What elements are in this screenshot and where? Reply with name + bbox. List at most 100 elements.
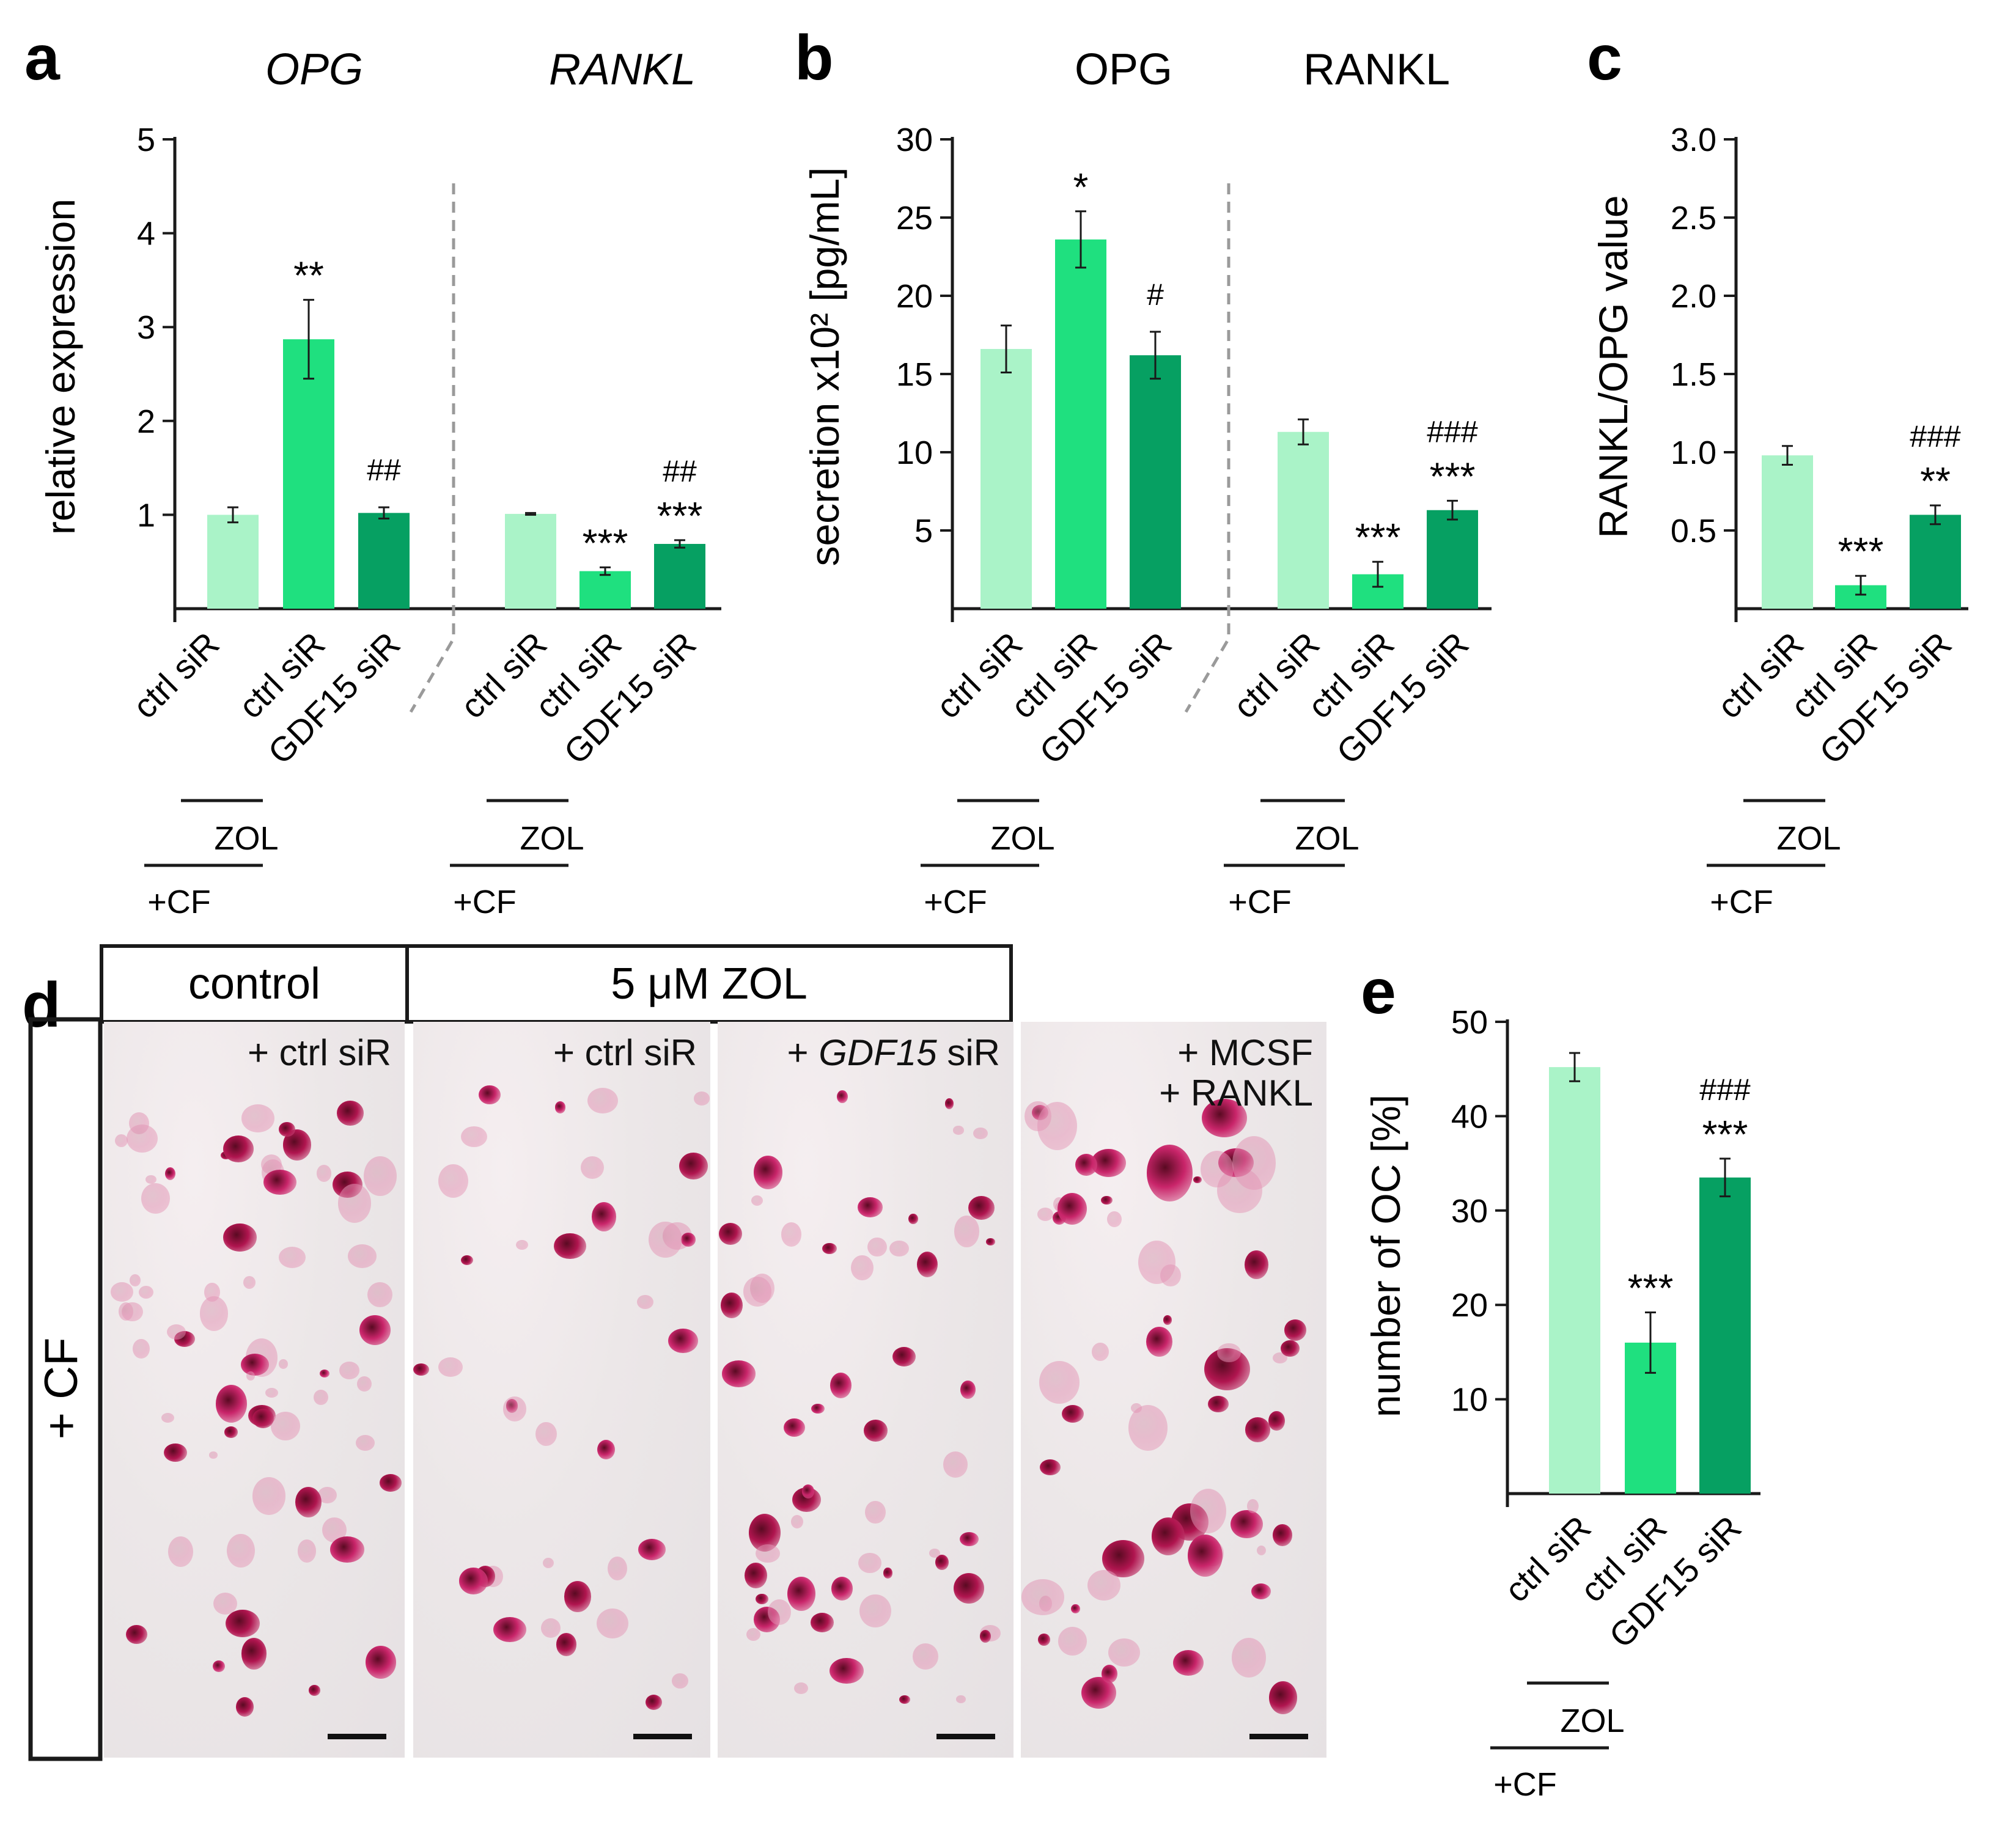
- stained-cell: [226, 1610, 260, 1638]
- stained-cell: [1108, 1638, 1141, 1667]
- group-title-a: OPG: [265, 45, 363, 94]
- stained-cell: [889, 1240, 910, 1257]
- y-tick-label-e: 30: [1451, 1193, 1488, 1230]
- stained-cell: [347, 1244, 377, 1268]
- condition-label-cf-c: +CF: [1710, 884, 1773, 920]
- stained-cell: [864, 1420, 888, 1442]
- stained-cell: [787, 1576, 815, 1611]
- stained-cell: [204, 1282, 221, 1302]
- significance-mark-e: ***: [1628, 1266, 1674, 1310]
- y-tick-label-e: 10: [1451, 1382, 1488, 1418]
- stained-cell: [1284, 1319, 1307, 1341]
- stained-cell: [693, 1091, 710, 1106]
- stained-cell: [985, 1238, 996, 1245]
- stained-cell: [943, 1451, 968, 1478]
- stained-cell: [1087, 1569, 1121, 1601]
- y-tick-label-e: 20: [1451, 1287, 1488, 1324]
- stained-cell: [356, 1376, 372, 1392]
- stained-cell: [330, 1536, 364, 1563]
- stained-cell: [297, 1539, 317, 1563]
- stained-cell: [721, 1293, 743, 1319]
- stained-cell: [935, 1555, 949, 1571]
- stained-cell: [364, 1156, 397, 1197]
- stained-cell: [745, 1562, 767, 1589]
- stained-cell: [672, 1673, 689, 1689]
- stained-cell: [252, 1408, 274, 1429]
- bar-b: [980, 349, 1032, 609]
- stained-cell: [1230, 1510, 1263, 1539]
- stained-cell: [1058, 1627, 1087, 1656]
- micrograph-label-gene: GDF15: [819, 1032, 937, 1073]
- stained-cell: [968, 1195, 995, 1220]
- stained-cell: [1217, 1343, 1241, 1362]
- stained-cell: [954, 1216, 980, 1247]
- stained-cell: [721, 1360, 756, 1388]
- significance-mark-b: ***: [1355, 515, 1401, 559]
- stained-cell: [587, 1087, 619, 1114]
- stained-cell: [1146, 1144, 1193, 1201]
- stained-cell: [337, 1184, 371, 1223]
- stained-cell: [1193, 1176, 1202, 1184]
- significance-mark-c: ***: [1838, 529, 1884, 573]
- stained-cell: [960, 1380, 976, 1399]
- side-label-cf: + CF: [35, 1338, 87, 1440]
- y-axis-label-c: RANKL/OPG value: [1591, 195, 1636, 538]
- stained-cell: [166, 1324, 186, 1340]
- micrograph-3: + GDF15 siR: [718, 1022, 1014, 1758]
- significance-mark-a: **: [293, 254, 324, 298]
- condition-label-zol-a: ZOL: [214, 820, 278, 857]
- stained-cell: [308, 1685, 321, 1696]
- stained-cell: [646, 1694, 663, 1711]
- condition-label-zol-b: ZOL: [990, 820, 1054, 857]
- bar-a: [654, 544, 705, 609]
- stained-cell: [118, 1302, 134, 1321]
- stained-cell: [1163, 1315, 1172, 1326]
- y-tick-label-a: 1: [137, 497, 155, 534]
- stained-cell: [270, 1412, 300, 1441]
- stained-cell: [535, 1421, 557, 1447]
- panel-d-frame: d control 5 μM ZOL + CF: [22, 944, 1013, 1761]
- stained-cell: [1201, 1098, 1248, 1137]
- stained-cell: [810, 1613, 834, 1632]
- stained-cell: [1138, 1240, 1175, 1284]
- y-tick-label-a: 2: [137, 403, 155, 440]
- stained-cell: [1021, 1579, 1065, 1615]
- y-tick-label-a: 3: [137, 309, 155, 346]
- stained-cell: [811, 1403, 825, 1414]
- stained-cell: [973, 1127, 988, 1140]
- stained-cell: [743, 1277, 771, 1307]
- y-tick-label-b: 30: [896, 122, 933, 158]
- stained-cell: [1151, 1517, 1185, 1555]
- stained-cell: [801, 1484, 814, 1498]
- stained-cell: [857, 1197, 883, 1218]
- stained-cell: [141, 1183, 170, 1214]
- y-tick-label-a: 5: [137, 122, 155, 158]
- stained-cell: [379, 1473, 402, 1492]
- stained-cell: [753, 1155, 783, 1189]
- stained-cell: [1057, 1193, 1087, 1225]
- stained-cell: [336, 1100, 364, 1126]
- y-axis-label-e: number of OC [%]: [1363, 1095, 1408, 1417]
- y-tick-label-c: 2.5: [1671, 200, 1716, 237]
- stained-cell: [953, 1126, 964, 1135]
- stained-cell: [637, 1295, 653, 1310]
- stained-cell: [960, 1532, 979, 1547]
- stained-cell: [359, 1315, 391, 1345]
- stained-cell: [1247, 1499, 1259, 1514]
- group-divider-a: [409, 183, 455, 713]
- stained-cell: [458, 1568, 488, 1594]
- stained-cell: [1190, 1489, 1227, 1534]
- stained-cell: [929, 1549, 941, 1558]
- panel-letter-a: a: [24, 23, 61, 94]
- condition-label-cf-e: +CF: [1493, 1766, 1557, 1803]
- stained-cell: [1106, 1211, 1122, 1227]
- stained-cell: [279, 1122, 296, 1137]
- bar-a: [505, 513, 556, 609]
- scale-bar: [936, 1734, 995, 1739]
- stained-cell: [413, 1363, 429, 1376]
- stained-cell: [502, 1396, 527, 1421]
- stained-cell: [114, 1134, 128, 1148]
- micrograph-1: + ctrl siR: [104, 1022, 405, 1758]
- stained-cell: [1071, 1604, 1080, 1613]
